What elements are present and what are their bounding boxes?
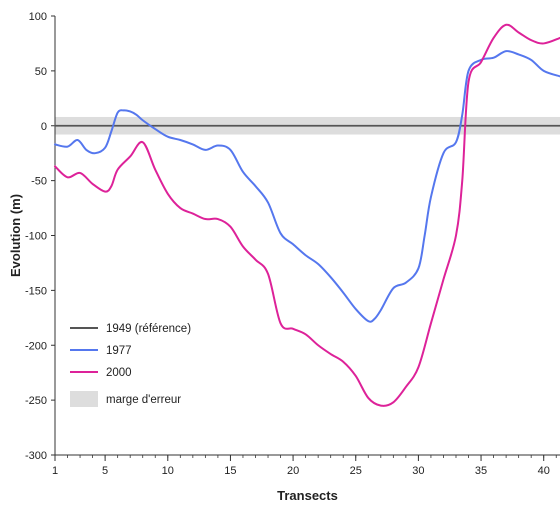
x-tick-label: 1 bbox=[52, 465, 58, 477]
y-tick-label: 100 bbox=[29, 11, 47, 23]
x-tick-label: 25 bbox=[350, 465, 362, 477]
axes-layer bbox=[51, 15, 560, 461]
series-layer bbox=[54, 23, 560, 407]
y-axis-title: Evolution (m) bbox=[8, 194, 23, 277]
y-tick-label: -150 bbox=[25, 285, 47, 297]
legend: 1949 (référence) 1977 2000 marge d'erreur bbox=[70, 323, 191, 407]
x-tick-label: 10 bbox=[162, 465, 174, 477]
legend-label: 1977 bbox=[106, 345, 132, 357]
series-2000-line bbox=[54, 23, 560, 407]
y-tick-label: -50 bbox=[31, 176, 47, 188]
y-tick-label: -200 bbox=[25, 340, 47, 352]
x-tick-label: 35 bbox=[475, 465, 487, 477]
x-axis-title: Transects bbox=[277, 488, 338, 503]
x-tick-label: 15 bbox=[224, 465, 236, 477]
legend-swatch-error-band bbox=[70, 391, 98, 407]
legend-label: 2000 bbox=[106, 367, 132, 379]
y-tick-label: 0 bbox=[41, 121, 47, 133]
y-tick-label: -100 bbox=[25, 231, 47, 243]
y-tick-label: -250 bbox=[25, 395, 47, 407]
series-1977-line bbox=[54, 50, 560, 323]
x-tick-label: 5 bbox=[102, 465, 108, 477]
x-tick-label: 40 bbox=[538, 465, 550, 477]
legend-label: 1949 (référence) bbox=[106, 323, 191, 335]
x-tick-label: 20 bbox=[287, 465, 299, 477]
y-tick-label: -300 bbox=[25, 450, 47, 462]
legend-label: marge d'erreur bbox=[106, 394, 181, 406]
x-tick-label: 30 bbox=[412, 465, 424, 477]
y-tick-label: 50 bbox=[35, 66, 47, 78]
